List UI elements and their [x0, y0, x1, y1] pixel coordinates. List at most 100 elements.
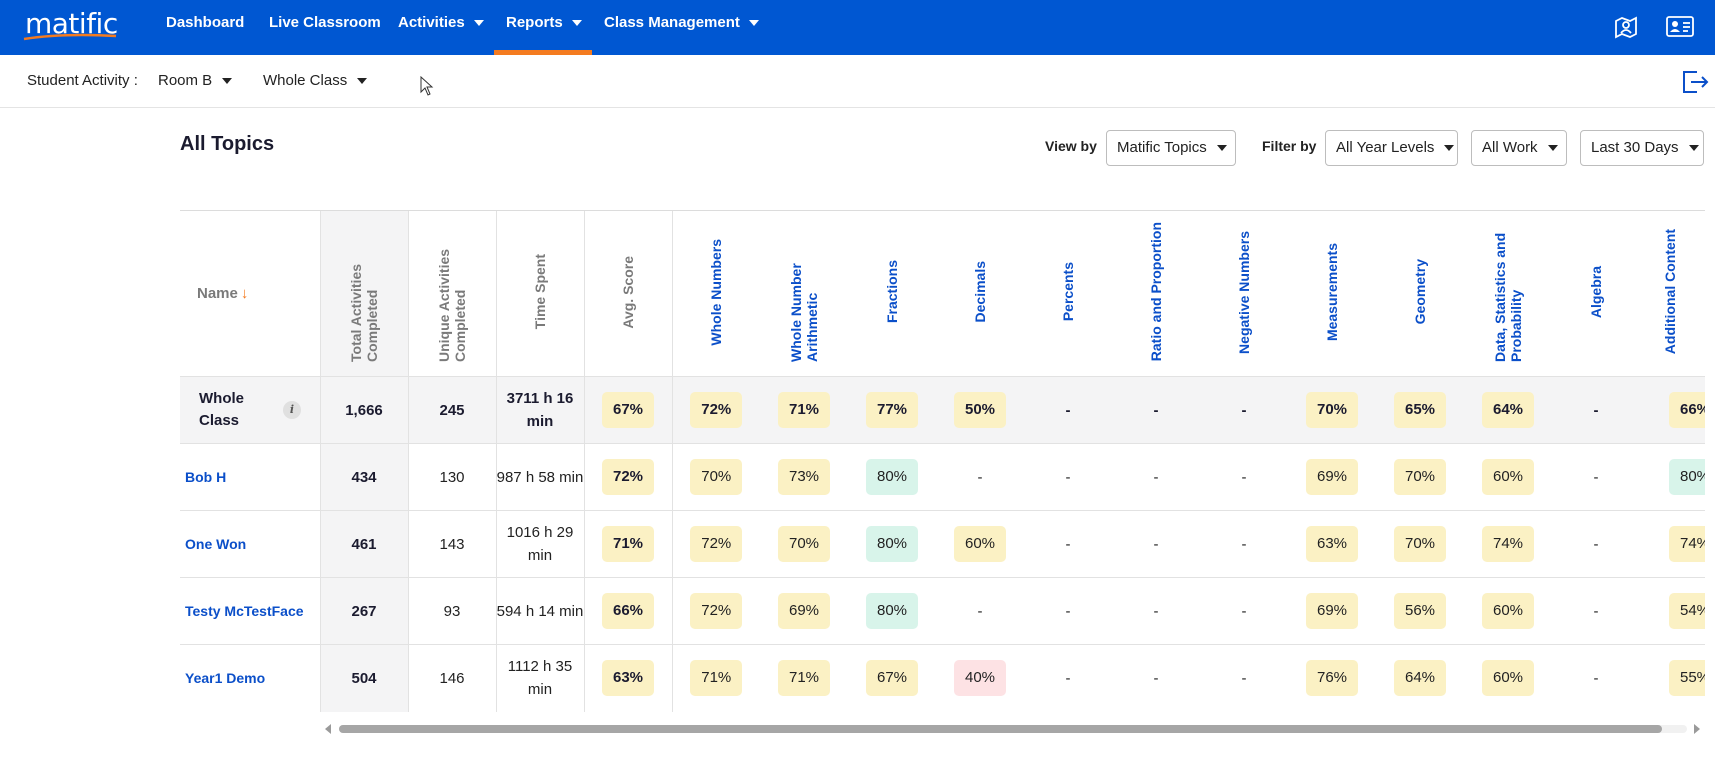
scroll-left-icon[interactable]: [325, 724, 331, 734]
topic-score-cell: 69%: [760, 578, 848, 645]
topic-score-cell: 69%: [1288, 444, 1376, 511]
topic-score-cell: 64%: [1464, 377, 1552, 444]
nav-class-management[interactable]: Class Management: [604, 0, 759, 55]
chevron-down-icon: [1547, 145, 1558, 152]
report-table: Name ↓ Total Activities Completed Unique …: [180, 210, 1705, 712]
column-header[interactable]: Decimals: [936, 210, 1024, 377]
topic-score-cell: -: [1552, 511, 1640, 578]
matific-logo[interactable]: matific: [22, 7, 122, 43]
year-levels-dropdown[interactable]: All Year Levels: [1325, 130, 1458, 166]
column-header[interactable]: Whole Number Arithmetic: [760, 210, 848, 377]
column-header[interactable]: Whole Numbers: [671, 210, 760, 377]
score-pill: 60%: [1482, 660, 1534, 697]
nav-dashboard[interactable]: Dashboard: [166, 0, 244, 55]
topic-score-cell: 77%: [848, 377, 936, 444]
topic-score-cell: 72%: [671, 577, 760, 645]
topic-score-cell: 73%: [760, 444, 848, 511]
column-header[interactable]: Geometry: [1376, 210, 1464, 377]
empty-score: -: [1153, 535, 1159, 553]
score-pill: 71%: [778, 392, 830, 428]
topic-score-cell: 60%: [1464, 645, 1552, 712]
total-activities-cell: 1,666: [319, 376, 408, 444]
score-pill: 67%: [602, 392, 654, 428]
student-name-link[interactable]: Bob H: [185, 469, 227, 485]
score-pill: 72%: [690, 392, 743, 428]
nav-reports[interactable]: Reports: [506, 0, 582, 55]
nav-live-classroom[interactable]: Live Classroom: [269, 0, 381, 55]
score-pill: 66%: [1669, 392, 1705, 428]
work-dropdown[interactable]: All Work: [1471, 130, 1567, 166]
chevron-down-icon: [1216, 145, 1227, 152]
whole-class-name-cell: Whole Class i: [180, 377, 320, 444]
nav-activities[interactable]: Activities: [398, 0, 484, 55]
room-select[interactable]: Room B: [158, 72, 233, 89]
map-users-icon[interactable]: [1611, 12, 1641, 40]
topic-score-cell: -: [1552, 377, 1640, 444]
column-header[interactable]: Fractions: [848, 210, 936, 377]
column-header[interactable]: Unique Activities Completed: [407, 210, 496, 377]
scroll-thumb[interactable]: [339, 725, 1662, 733]
horizontal-scrollbar[interactable]: [325, 722, 1705, 736]
empty-score: -: [1065, 602, 1071, 620]
topic-score-cell: 80%: [848, 578, 936, 645]
student-name-link[interactable]: Year1 Demo: [185, 670, 266, 687]
column-header[interactable]: Data, Statistics and Probability: [1464, 210, 1552, 377]
column-header[interactable]: Avg. Score: [583, 210, 672, 377]
column-header[interactable]: Ratio and Proportion: [1112, 210, 1200, 377]
topic-score-cell: -: [1112, 377, 1200, 444]
nav-active-indicator: [494, 50, 592, 55]
nav-activities-label: Activities: [398, 14, 465, 31]
score-pill: 80%: [866, 459, 918, 495]
score-pill: 80%: [866, 526, 918, 562]
topic-score-cell: 74%: [1640, 511, 1705, 578]
avg-score-cell: 63%: [583, 644, 672, 712]
scroll-right-icon[interactable]: [1694, 724, 1700, 734]
page-title: All Topics: [180, 133, 275, 155]
avg-score-cell: 71%: [583, 510, 672, 578]
group-select[interactable]: Whole Class: [263, 72, 368, 89]
table-row: Testy McTestFace 267 93 594 h 14 min 66% 72% 6…: [180, 577, 1705, 645]
column-header[interactable]: Total Activities Completed: [319, 210, 408, 377]
period-dropdown[interactable]: Last 30 Days: [1580, 130, 1704, 166]
topic-score-cell: -: [1024, 377, 1112, 444]
group-select-value: Whole Class: [263, 72, 348, 89]
column-header[interactable]: Time Spent: [495, 210, 584, 377]
column-header[interactable]: Algebra: [1552, 210, 1640, 377]
topic-score-cell: 56%: [1376, 578, 1464, 645]
empty-score: -: [1241, 468, 1247, 486]
student-name-link[interactable]: Testy McTestFace: [185, 603, 304, 619]
column-header[interactable]: Measurements: [1288, 210, 1376, 377]
topic-score-cell: 74%: [1464, 511, 1552, 578]
topic-score-cell: -: [1024, 645, 1112, 712]
topic-score-cell: 70%: [1376, 444, 1464, 511]
topic-score-cell: -: [1552, 578, 1640, 645]
view-by-dropdown[interactable]: Matific Topics: [1106, 130, 1236, 166]
topic-score-cell: 76%: [1288, 645, 1376, 712]
empty-score: -: [1153, 602, 1159, 620]
topic-score-cell: 55%: [1640, 645, 1705, 712]
name-column-header[interactable]: Name ↓: [180, 210, 320, 377]
topic-score-cell: 60%: [936, 511, 1024, 578]
export-icon[interactable]: [1680, 68, 1710, 96]
topic-score-cell: 66%: [1640, 377, 1705, 444]
nav-reports-label: Reports: [506, 14, 563, 31]
topic-score-cell: -: [1024, 578, 1112, 645]
time-spent-cell: 594 h 14 min: [495, 577, 584, 645]
chevron-down-icon: [357, 78, 368, 85]
column-header[interactable]: Additional Content: [1640, 210, 1705, 377]
student-name-link[interactable]: One Won: [185, 536, 247, 552]
total-activities-cell: 434: [319, 443, 408, 511]
info-icon[interactable]: i: [283, 401, 301, 419]
time-spent-cell: 1016 h 29 min: [495, 510, 584, 578]
id-card-icon[interactable]: [1665, 12, 1695, 40]
topic-score-cell: 80%: [848, 444, 936, 511]
score-pill: 60%: [1482, 593, 1534, 629]
topic-score-cell: -: [1112, 645, 1200, 712]
time-spent-cell: 3711 h 16 min: [495, 376, 584, 444]
table-row: One Won 461 143 1016 h 29 min 71% 72% 70% 80% 60…: [180, 510, 1705, 578]
nav-dashboard-label: Dashboard: [166, 14, 245, 31]
column-header[interactable]: Negative Numbers: [1200, 210, 1288, 377]
empty-score: -: [1065, 669, 1071, 687]
column-header[interactable]: Percents: [1024, 210, 1112, 377]
topic-score-cell: 71%: [671, 644, 760, 712]
